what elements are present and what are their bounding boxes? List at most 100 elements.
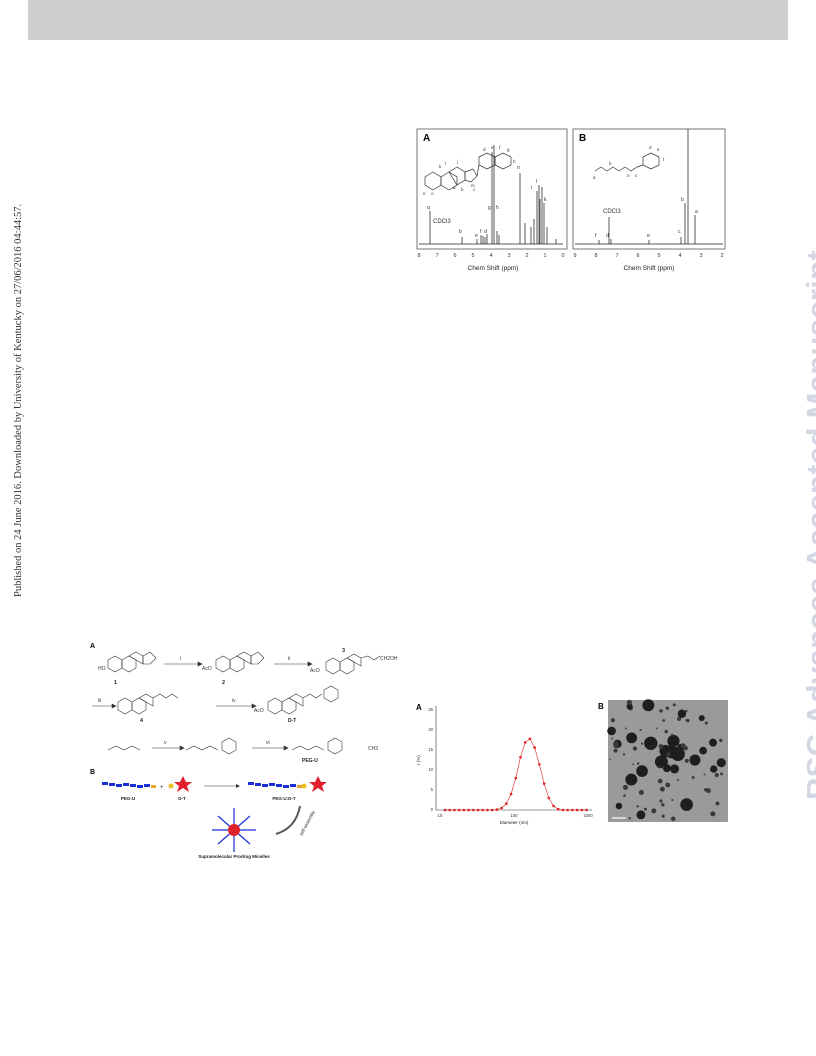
scheme-bottom-label: PEG-U:D-T [272,796,295,801]
nmr-a-peak-letter: e [475,233,478,239]
tem-particle [626,703,633,710]
nmr-a-tick: 0 [561,253,564,259]
nmr-a-tick: 6 [453,253,456,259]
tem-particle [664,729,668,734]
nmr-a-struct-letter: j [456,159,458,164]
micelle-illustration [212,808,256,852]
nmr-b-struct-letter: d [649,145,652,150]
dls-data-point [523,741,527,744]
nmr-a-peak-letter: i [531,185,532,191]
dls-data-point [585,808,588,812]
dls-data-point [462,808,466,812]
tem-particle [622,753,626,756]
scheme-product-label: D-T [288,718,296,724]
tem-particle [613,740,619,747]
tem-particle [691,775,695,779]
tem-particle [640,742,644,745]
scheme-step-label: i [180,656,181,662]
tem-particle [644,736,658,751]
nmr-a-peak-letter: g [488,205,491,211]
tem-particle [671,733,674,737]
tem-particle [680,798,693,811]
dls-data-point [509,792,513,796]
tem-particle [662,719,666,722]
tem-particle [609,758,611,761]
tem-particle [658,744,664,749]
dls-data-point [561,808,565,812]
thymine-dot [168,783,174,789]
tem-particle [651,808,657,814]
nmr-b-solvent-label: CDCl3 [603,209,621,215]
nmr-a-peak-letter: l [536,179,537,185]
tem-particle [698,715,705,722]
dls-data-point [481,808,485,812]
tem-particles [607,699,726,822]
nmr-b-tick: 6 [636,253,639,259]
scheme-product-label: PEG-U [302,758,318,764]
scheme-panel-a-label: A [90,643,95,650]
nmr-a-struct-letter: k [439,164,442,169]
nmr-b-tick: 5 [657,253,660,259]
tem-particle [624,727,627,730]
nmr-a-peak-letter: q [427,205,430,211]
tem-particle [656,727,658,730]
dls-data-point [453,808,456,812]
nmr-b-struct-subscript: n [627,173,630,178]
dls-xlabel: Diameter (nm) [500,820,529,825]
dls-data-point [443,808,447,812]
tem-particle [613,748,618,753]
tem-particle [716,758,726,768]
tem-particle [636,805,639,808]
dls-data-point [514,776,518,780]
scheme-group-label: CH2OH [380,656,398,662]
tem-particle [628,817,631,820]
nmr-a-struct-letter: a [453,185,456,190]
nmr-a-peak-letter: n [517,165,520,171]
tem-particle [659,786,665,792]
dls-y-tick: 10 [428,767,433,772]
tem-particle [636,762,640,765]
dls-y-tick: 20 [428,727,433,732]
tem-particle [671,798,674,802]
tem-particle [626,699,632,705]
tem-particle [720,772,723,776]
scheme-step-label: iii [98,698,101,704]
nmr-panel-a-label: A [423,133,430,144]
peg-u-d-t-complex [248,776,327,792]
tem-particle [657,765,660,769]
tem-particle [661,814,665,818]
tem-particle [643,807,647,811]
nmr-b-struct-letter: b [609,161,612,166]
dls-series-line [445,738,587,811]
nmr-b-peak-letter: e [647,233,650,239]
dls-y-tick: 15 [428,747,433,752]
dls-data-point [528,737,532,741]
dls-data-point [500,806,503,810]
tem-particle [710,765,718,773]
nmr-a-struct-letter: b [461,187,464,192]
micelle-label: Supramolecular Prodrug Micelles [198,854,270,859]
dls-data-point [448,808,451,812]
dls-data-point [467,808,470,812]
tem-particle [669,764,680,774]
tem-particle [670,816,676,822]
tem-particle [623,794,626,797]
publication-note: Published on 24 June 2016. Downloaded by… [13,203,24,597]
tem-particle [654,755,668,769]
nmr-a-tick: 2 [525,253,528,259]
compound-number: 4 [140,718,144,724]
nmr-b-tick: 4 [678,253,681,259]
nmr-a-tick: 3 [507,253,510,259]
dls-data-point [575,808,579,812]
tem-particle [709,738,718,747]
tem-particle [611,737,614,740]
dls-data-point [495,808,499,811]
compound-number: 1 [114,680,117,686]
scheme-bottom-label: PEG-U [121,796,135,801]
synthesis-scheme-figure: A HO AcO AcO AcO CH3 CH2OH [88,638,400,860]
dls-data-point [556,807,560,811]
nmr-a-xlabel: Chem Shift (ppm) [468,265,519,272]
nmr-a-tick: 5 [471,253,474,259]
nmr-a-tick: 4 [489,253,492,259]
dls-x-tick: 1000 [583,813,593,818]
